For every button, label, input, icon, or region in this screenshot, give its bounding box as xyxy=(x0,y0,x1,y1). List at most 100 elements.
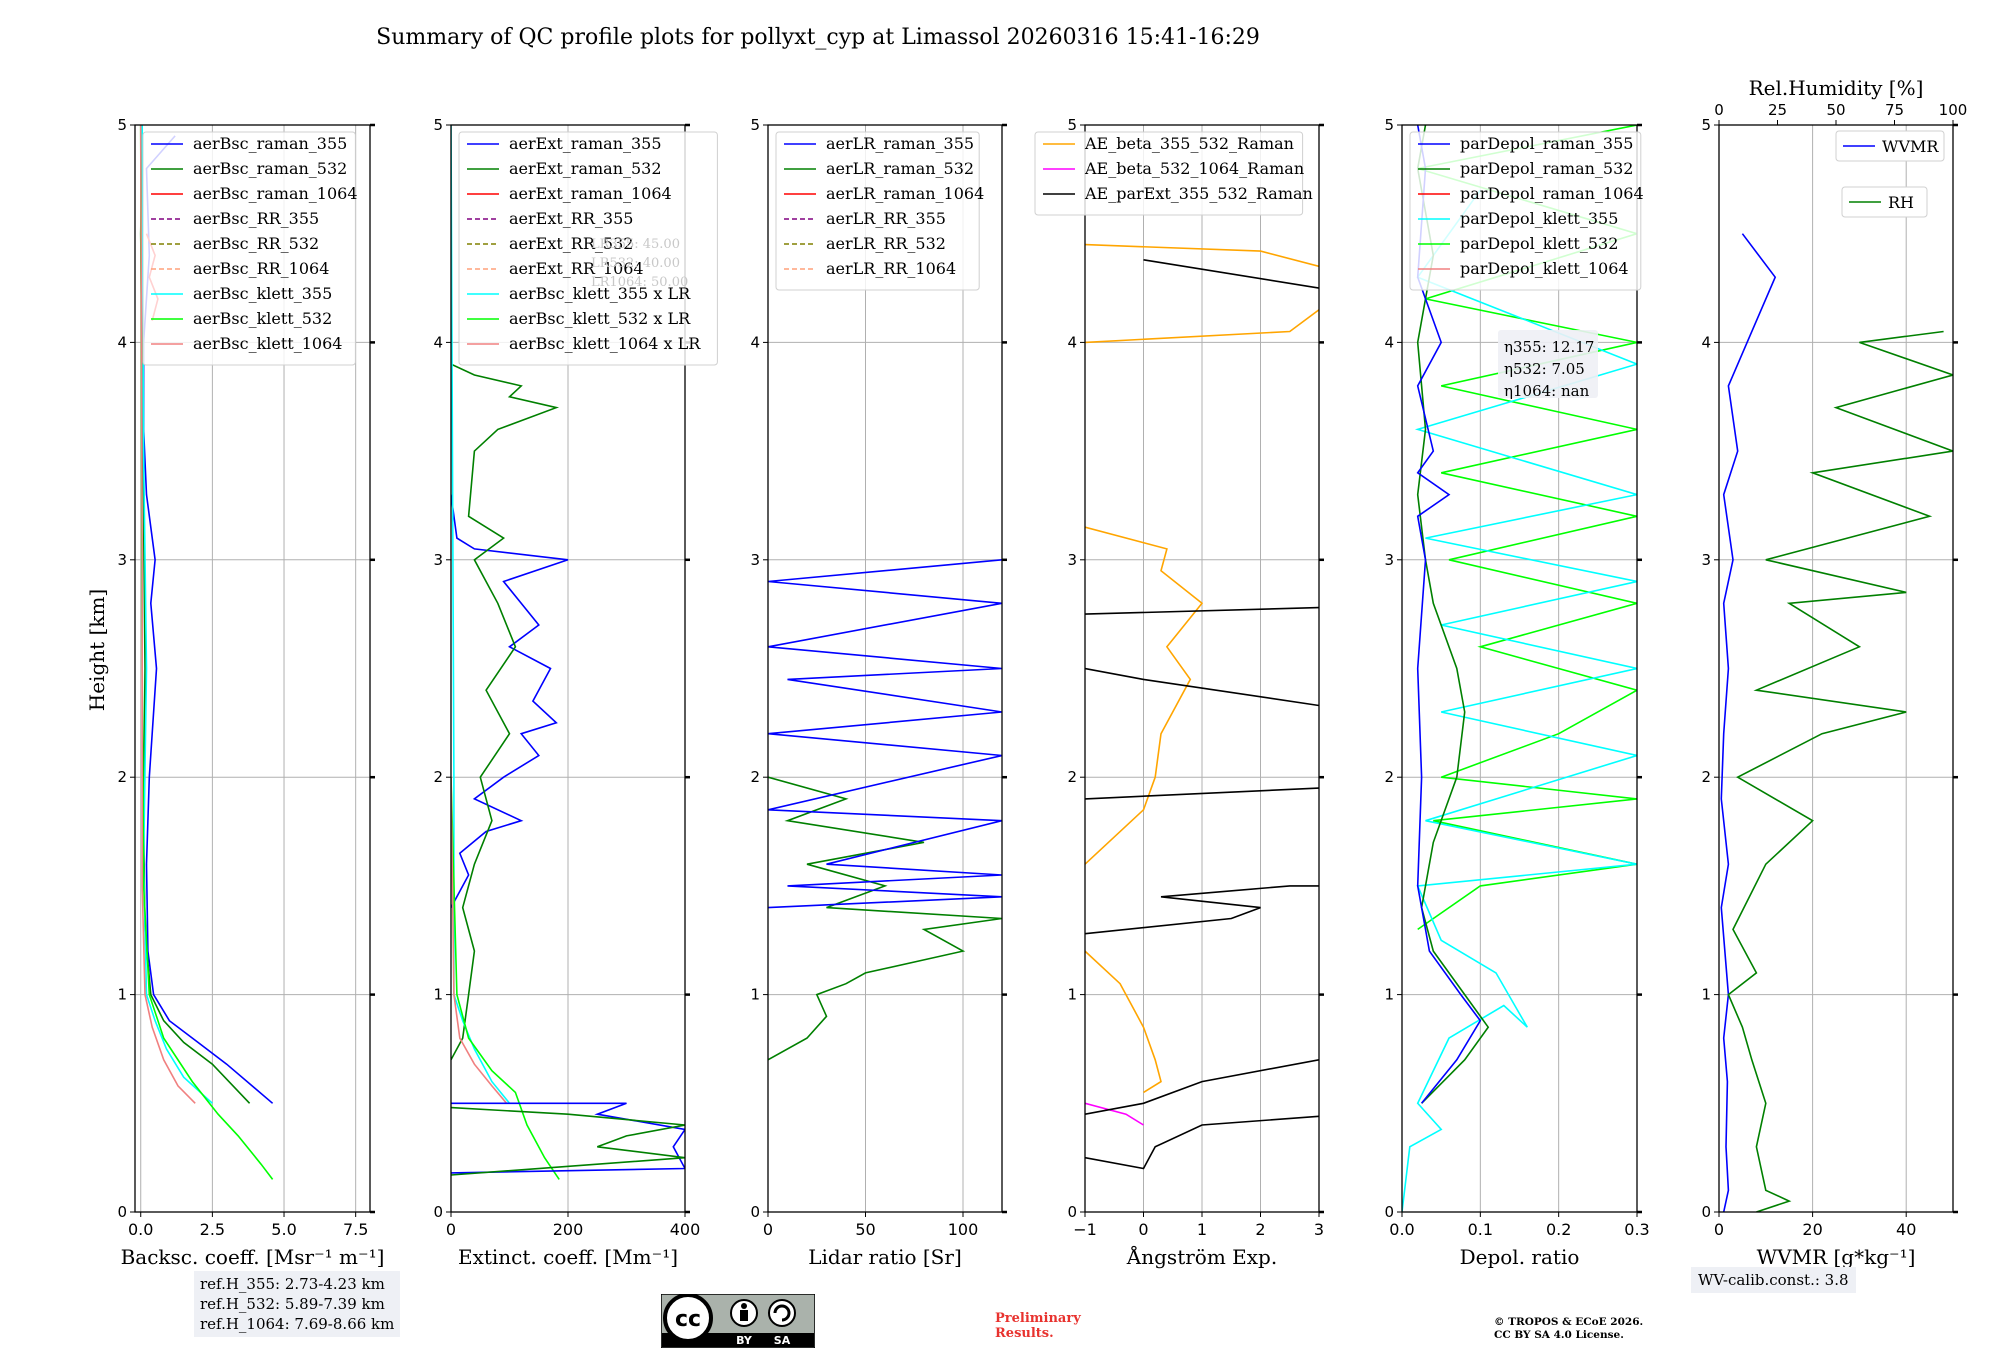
series-group xyxy=(1085,243,1319,1170)
x2-tick-label: 0 xyxy=(1714,101,1724,119)
panel-depol: 0.0 0.1 0.2 0.3 0 1 2 3 4 5 Depol. ratio parDepol_r… xyxy=(1384,116,1649,1269)
axes-frame xyxy=(767,124,1003,1213)
series-line xyxy=(1085,885,1319,935)
x-tick-label: 100 xyxy=(948,1220,979,1239)
y-tick-label: 2 xyxy=(1067,768,1077,786)
cc-text: cc xyxy=(675,1307,701,1332)
panel-ext: 0 200 400 0 1 2 3 4 5 Extinct. coeff. [Mm⁻¹] aerEx… xyxy=(433,116,718,1269)
lidar-ratio-text: LR532: 40.00 xyxy=(591,256,680,271)
legend-label: aerExt_RR_1064 xyxy=(509,259,644,278)
y-tick-label: 3 xyxy=(1384,551,1394,569)
series-line xyxy=(451,777,508,1104)
series-line xyxy=(768,559,1002,909)
legend-label: aerBsc_klett_1064 xyxy=(193,334,342,353)
cc-icon xyxy=(663,1294,713,1343)
y-tick-label: 1 xyxy=(1067,986,1077,1004)
series-line xyxy=(451,777,560,1180)
series-line xyxy=(451,494,569,908)
legend-label: aerExt_RR_355 xyxy=(509,209,633,228)
y-tick-label: 4 xyxy=(433,333,443,351)
x-tick-label: 200 xyxy=(553,1220,584,1239)
legend-label: parDepol_raman_532 xyxy=(1460,159,1633,178)
legend-label: aerLR_raman_355 xyxy=(826,134,974,153)
x-axis-label: Lidar ratio [Sr] xyxy=(808,1245,962,1269)
series-line xyxy=(451,125,511,1104)
panel-lr: 0 50 100 0 1 2 3 4 5 Lidar ratio [Sr] aerLR_raman_… xyxy=(750,116,1007,1269)
legend-label: aerBsc_raman_355 xyxy=(193,134,347,153)
panel-bsc: 0.0 2.5 5.0 7.5 0 1 2 3 4 5 Backsc. coeff. [Msr⁻¹ … xyxy=(117,116,384,1269)
preliminary-line-2: Results. xyxy=(995,1326,1054,1341)
legend: aerLR_raman_355 aerLR_raman_532 aerLR_rama… xyxy=(775,131,984,291)
y-tick-label: 5 xyxy=(1384,116,1394,134)
series-line xyxy=(1085,787,1319,800)
legend-label: aerBsc_klett_1064 x LR xyxy=(509,334,701,353)
series-group xyxy=(1720,233,1953,1212)
legend-label: aerBsc_raman_532 xyxy=(193,159,347,178)
y-tick-label: 0 xyxy=(1384,1203,1394,1221)
x2-tick-label: 100 xyxy=(1939,101,1968,119)
x-tick-label: 0.0 xyxy=(1389,1220,1414,1239)
series-line xyxy=(1143,259,1319,289)
axes-frame xyxy=(1401,124,1638,1213)
copyright-line-2: CC BY SA 4.0 License. xyxy=(1494,1329,1624,1341)
x-axis-label: Depol. ratio xyxy=(1460,1245,1580,1269)
series-group xyxy=(451,125,685,1180)
y-tick-label: 5 xyxy=(117,116,127,134)
y-tick-label: 3 xyxy=(1701,551,1711,569)
legend-frame xyxy=(1835,130,1945,162)
series-line xyxy=(1085,667,1319,707)
series-line xyxy=(1085,950,1162,1094)
legend-label: aerLR_RR_355 xyxy=(826,209,946,228)
series-line xyxy=(451,363,560,1061)
legend-frame xyxy=(142,131,356,366)
legend-rh: RH xyxy=(1841,186,1928,218)
x-tick-label: 40 xyxy=(1896,1220,1916,1239)
x-axis-label: WVMR [g*kg⁻¹] xyxy=(1757,1245,1916,1269)
x-axis-label: Extinct. coeff. [Mm⁻¹] xyxy=(458,1245,678,1269)
series-line xyxy=(1085,1115,1319,1170)
x-tick-label: 0 xyxy=(1714,1220,1724,1239)
series-line xyxy=(1416,125,1490,1104)
legend-label: aerExt_raman_532 xyxy=(509,159,662,178)
y-tick-label: 1 xyxy=(1701,986,1711,1004)
x2-tick-label: 75 xyxy=(1885,101,1904,119)
series-line xyxy=(1085,1102,1144,1126)
y-tick-label: 0 xyxy=(1701,1203,1711,1221)
series-group xyxy=(1402,125,1637,1212)
ref-height-355: ref.H_355: 2.73-4.23 km xyxy=(200,1275,385,1293)
series-line xyxy=(139,125,196,1104)
ref-height-1064: ref.H_1064: 7.69-8.66 km xyxy=(200,1315,395,1333)
y-tick-label: 5 xyxy=(750,116,760,134)
y-tick-label: 4 xyxy=(1067,333,1077,351)
y-tick-label: 1 xyxy=(750,986,760,1004)
y-tick-label: 4 xyxy=(1384,333,1394,351)
y-tick-label: 0 xyxy=(1067,1203,1077,1221)
series-line xyxy=(451,1106,685,1176)
y-tick-label: 2 xyxy=(1384,768,1394,786)
legend-label: aerExt_raman_355 xyxy=(509,134,662,153)
y-tick-label: 4 xyxy=(750,333,760,351)
figure-title: Summary of QC profile plots for pollyxt_… xyxy=(376,25,1260,50)
by-text: BY xyxy=(736,1334,753,1347)
x-tick-label: 2.5 xyxy=(200,1220,225,1239)
legend-label: aerExt_raman_1064 xyxy=(509,184,672,203)
y-tick-label: 0 xyxy=(433,1203,443,1221)
legend-frame xyxy=(775,131,980,291)
x-tick-label: −1 xyxy=(1073,1220,1097,1239)
legend-label: parDepol_raman_355 xyxy=(1460,134,1633,153)
x2-tick-label: 25 xyxy=(1768,101,1787,119)
x-tick-label: 5.0 xyxy=(271,1220,296,1239)
legend-label: WVMR xyxy=(1882,137,1939,156)
legend-label: aerBsc_RR_355 xyxy=(193,209,319,228)
legend-frame xyxy=(1409,131,1642,291)
y-tick-label: 2 xyxy=(750,768,760,786)
legend-label: aerLR_raman_532 xyxy=(826,159,974,178)
x2-tick-label: 50 xyxy=(1826,101,1845,119)
legend-label: aerBsc_klett_355 xyxy=(193,284,332,303)
lidar-ratio-text: LR1064: 50.00 xyxy=(591,275,688,290)
legend-label: AE_beta_355_532_Raman xyxy=(1084,134,1294,153)
x-tick-label: 1 xyxy=(1197,1220,1207,1239)
legend-label: AE_parExt_355_532_Raman xyxy=(1084,184,1313,203)
legend-label: parDepol_raman_1064 xyxy=(1460,184,1644,203)
legend-label: parDepol_klett_355 xyxy=(1460,209,1618,228)
